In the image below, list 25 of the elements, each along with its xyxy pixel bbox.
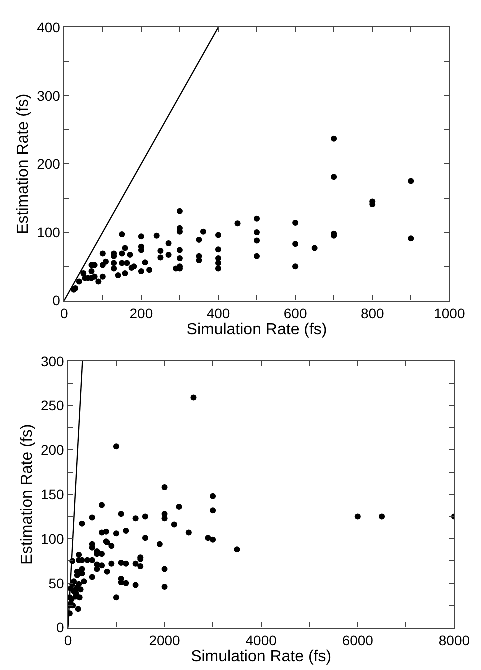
x-tick-label: 600 — [284, 306, 308, 322]
y-tick-label: 300 — [40, 353, 65, 370]
y-tick-label: 150 — [40, 486, 65, 502]
x-tick-label: 200 — [130, 306, 154, 322]
y-axis-title: Estimation Rate (fs) — [15, 94, 32, 234]
y-tick-label: 250 — [40, 398, 65, 414]
y-axis-title: Estimation Rate (fs) — [18, 424, 36, 565]
y-tick-label: 0 — [52, 292, 61, 309]
x-tick-label: 4000 — [246, 632, 278, 649]
x-tick-label: 800 — [360, 306, 385, 322]
y-tick-label: 200 — [37, 156, 61, 172]
x-axis-title: Simulation Rate (fs) — [186, 322, 328, 339]
x-tick-label: 400 — [206, 306, 230, 322]
x-tick-label: 2000 — [149, 632, 181, 649]
y-tick-label: 400 — [37, 19, 61, 36]
x-axis-title: Simulation Rate (fs) — [191, 648, 332, 666]
y-tick-label: 200 — [40, 442, 65, 458]
x-tick-label: 1000 — [434, 306, 466, 322]
y-tick-label: 0 — [56, 620, 65, 636]
y-tick-label: 300 — [37, 88, 61, 104]
x-tick-label: 6000 — [342, 632, 374, 649]
y-tick-label: 100 — [40, 530, 65, 547]
y-tick-label: 100 — [37, 224, 61, 240]
y-tick-label: 50 — [48, 575, 65, 592]
x-tick-label: 8000 — [438, 632, 470, 649]
